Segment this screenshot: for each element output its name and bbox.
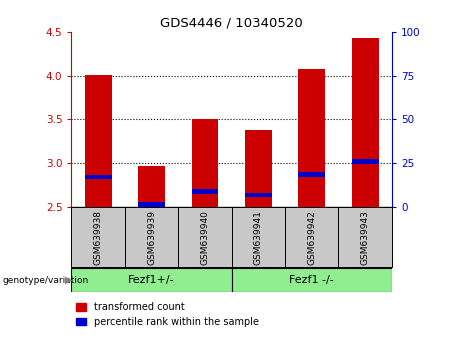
- Text: ▶: ▶: [65, 275, 73, 285]
- Bar: [245, 193, 272, 197]
- Bar: [298, 69, 325, 207]
- Bar: [231, 207, 285, 267]
- Text: GSM639940: GSM639940: [201, 210, 209, 265]
- Bar: [125, 207, 178, 267]
- Text: GSM639943: GSM639943: [361, 210, 370, 265]
- Text: GSM639938: GSM639938: [94, 210, 103, 265]
- Bar: [192, 189, 219, 194]
- Bar: [285, 207, 338, 267]
- Text: genotype/variation: genotype/variation: [2, 275, 89, 285]
- Bar: [192, 120, 219, 207]
- Bar: [352, 159, 378, 164]
- Legend: transformed count, percentile rank within the sample: transformed count, percentile rank withi…: [77, 302, 259, 327]
- Bar: [71, 268, 231, 292]
- Bar: [85, 175, 112, 179]
- Bar: [298, 172, 325, 177]
- Bar: [85, 75, 112, 207]
- Bar: [245, 130, 272, 207]
- Bar: [231, 268, 392, 292]
- Text: Fezf1 -/-: Fezf1 -/-: [290, 275, 334, 285]
- Bar: [138, 166, 165, 207]
- Bar: [178, 207, 231, 267]
- Text: Fezf1+/-: Fezf1+/-: [128, 275, 175, 285]
- Title: GDS4446 / 10340520: GDS4446 / 10340520: [160, 16, 303, 29]
- Bar: [338, 207, 392, 267]
- Text: GSM639939: GSM639939: [147, 210, 156, 265]
- Text: GSM639941: GSM639941: [254, 210, 263, 265]
- Bar: [71, 207, 125, 267]
- Text: GSM639942: GSM639942: [307, 210, 316, 265]
- Bar: [138, 202, 165, 207]
- Bar: [352, 38, 378, 207]
